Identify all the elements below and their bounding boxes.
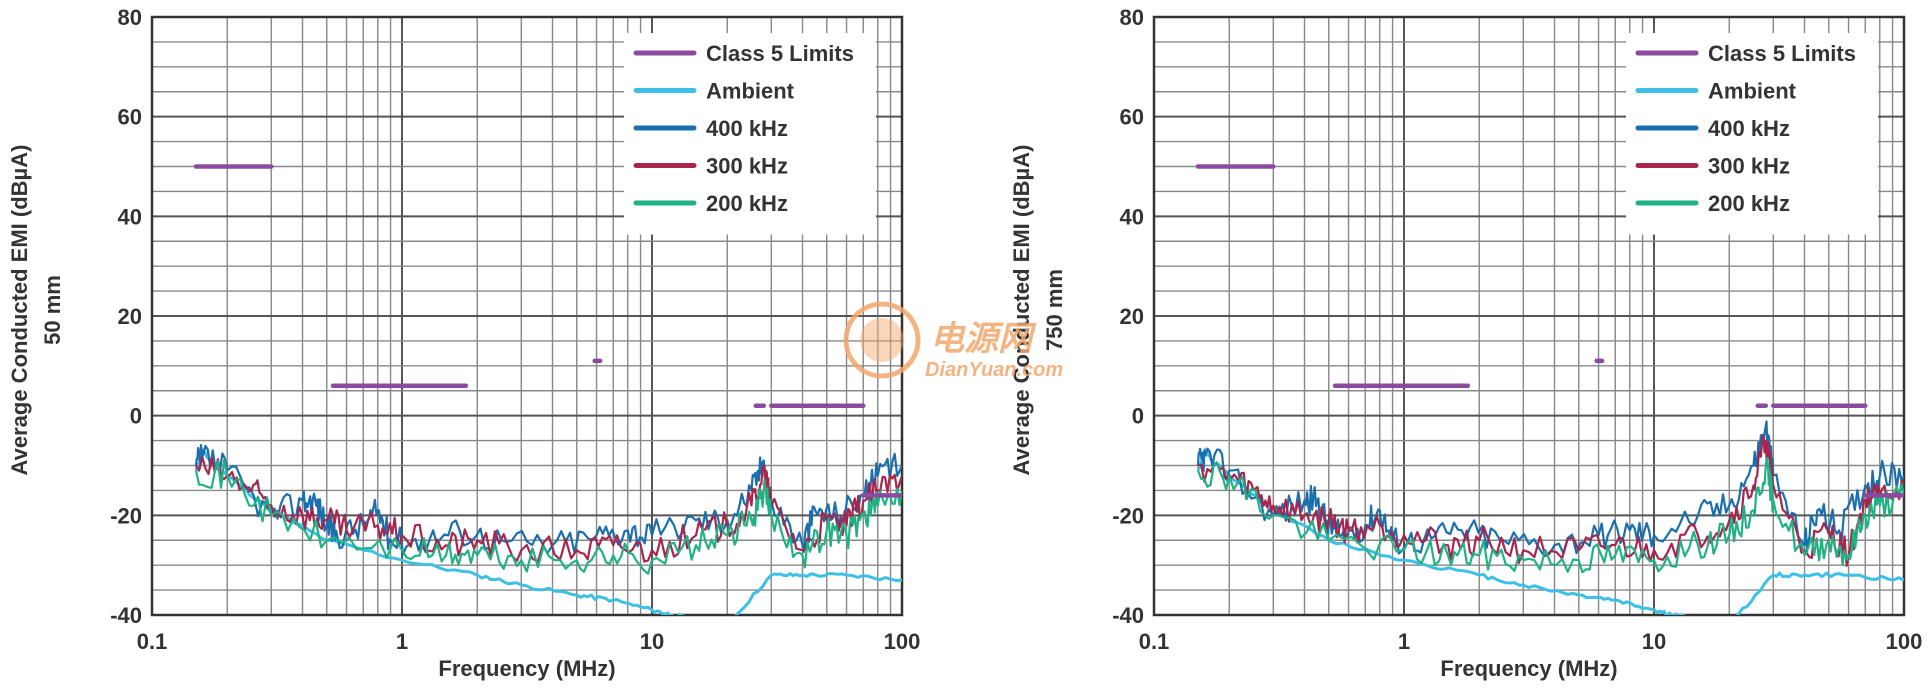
plot-frame — [150, 15, 904, 617]
x-tick-label: 0.1 — [1139, 629, 1170, 654]
series-400khz — [1196, 420, 1904, 558]
x-axis-title: Frequency (MHz) — [1440, 656, 1617, 681]
x-tick-label: 10 — [1642, 629, 1666, 654]
legend: Class 5 Limits Ambient 400 kHz 300 kHz 200 k… — [624, 33, 876, 235]
x-tick-label: 0.1 — [137, 629, 168, 654]
y-tick-label: 20 — [1120, 304, 1144, 329]
y-tick-label: 0 — [130, 404, 142, 429]
y-tick-label: 80 — [1120, 5, 1144, 30]
y-axis-title: Average Conducted EMI (dBµA) — [1009, 145, 1034, 476]
x-tick-label: 1 — [1398, 629, 1410, 654]
x-tick-label: 100 — [884, 629, 921, 654]
y-axis-title: Average Conducted EMI (dBµA) — [7, 145, 32, 476]
legend-label: Ambient — [706, 79, 795, 104]
y-tick-label: 60 — [1120, 105, 1144, 130]
plot-area — [1195, 164, 1904, 615]
legend-label: 200 kHz — [706, 191, 788, 216]
y-axis-subtitle: 750 mm — [1042, 269, 1067, 351]
series-300khz — [195, 456, 902, 563]
legend-label: Class 5 Limits — [706, 41, 854, 66]
legend-label: Class 5 Limits — [1708, 41, 1856, 66]
plot-area — [193, 164, 902, 615]
x-tick-label: 100 — [1886, 629, 1923, 654]
series-300khz — [1197, 434, 1904, 567]
y-tick-label: -40 — [110, 603, 142, 628]
y-axis-subtitle: 50 mm — [40, 275, 65, 345]
legend: Class 5 Limits Ambient 400 kHz 300 kHz 200 k… — [1626, 33, 1878, 235]
legend-label: 300 kHz — [706, 154, 788, 179]
x-tick-label: 10 — [640, 629, 664, 654]
watermark-en: DianYuan.com — [925, 359, 1063, 381]
series-200khz — [194, 459, 902, 575]
legend-label: 400 kHz — [1708, 116, 1790, 141]
y-tick-label: 0 — [1132, 404, 1144, 429]
watermark-cn: 电源网 — [930, 320, 1037, 358]
watermark-logo: 电源网 DianYuan.com — [843, 301, 1063, 381]
x-tick-label: 1 — [396, 629, 408, 654]
chart-50mm: 80 60 40 20 0 -20 -400.1 1 10 100 Frequency (MHz) A… — [7, 5, 920, 681]
y-tick-label: 40 — [118, 204, 142, 229]
legend-label: 400 kHz — [706, 116, 788, 141]
y-tick-label: -20 — [110, 503, 142, 528]
watermark-plug-icon — [860, 318, 904, 362]
series-200khz — [1196, 456, 1904, 574]
y-tick-label: 40 — [1120, 204, 1144, 229]
y-tick-label: 80 — [118, 5, 142, 30]
plot-frame — [1152, 15, 1906, 617]
chart-750mm: 80 60 40 20 0 -20 -400.1 1 10 100 Frequency (MHz) A… — [1009, 5, 1922, 681]
legend-label: 200 kHz — [1708, 191, 1790, 216]
y-tick-label: 20 — [118, 304, 142, 329]
y-tick-label: -20 — [1112, 503, 1144, 528]
x-axis-title: Frequency (MHz) — [438, 656, 615, 681]
legend-label: Ambient — [1708, 79, 1797, 104]
y-tick-label: 60 — [118, 105, 142, 130]
legend-label: 300 kHz — [1708, 154, 1790, 179]
y-tick-label: -40 — [1112, 603, 1144, 628]
watermark-circle — [843, 301, 921, 379]
